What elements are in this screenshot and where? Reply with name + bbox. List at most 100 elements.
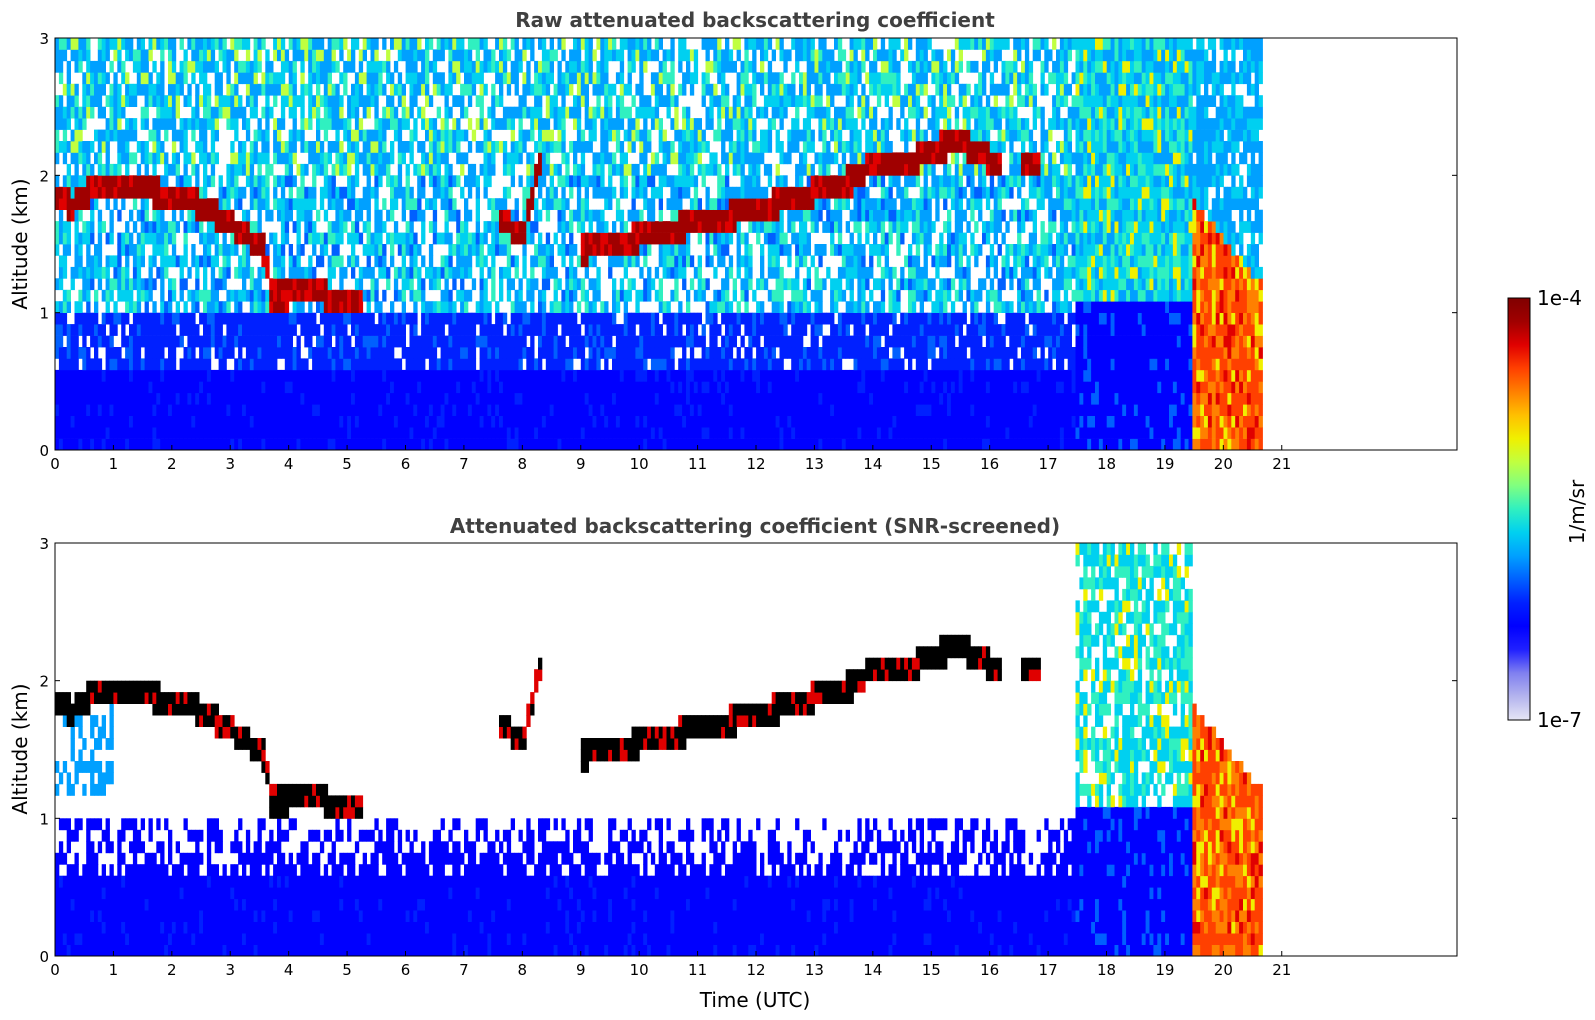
heatmap-cell — [619, 95, 625, 107]
heatmap-cell — [171, 106, 177, 119]
heatmap-cell — [386, 49, 391, 62]
heatmap-cell — [397, 244, 403, 256]
heatmap-cell — [588, 72, 593, 85]
heatmap-cell — [705, 38, 710, 50]
heatmap-cell — [545, 129, 551, 142]
heatmap-cell — [475, 95, 480, 107]
heatmap-cell — [627, 358, 632, 371]
heatmap-cell — [308, 118, 313, 130]
heatmap-cell — [717, 129, 722, 142]
heatmap-cell — [125, 392, 130, 405]
heatmap-cell — [705, 278, 710, 291]
heatmap-cell — [545, 163, 551, 176]
heatmap-cell — [288, 381, 293, 394]
heatmap-cell — [156, 381, 161, 394]
heatmap-cell — [62, 392, 68, 405]
heatmap-cell — [171, 335, 177, 348]
heatmap-cell — [242, 106, 247, 119]
heatmap-cell — [440, 49, 445, 62]
heatmap-cell — [214, 347, 219, 359]
heatmap-cell — [206, 347, 212, 359]
heatmap-cell — [615, 129, 621, 142]
heatmap-cell — [319, 278, 325, 291]
heatmap-cell — [506, 232, 512, 245]
heatmap-cell — [117, 141, 122, 153]
heatmap-cell — [191, 335, 196, 348]
heatmap-cell — [242, 427, 247, 439]
heatmap-cell — [113, 369, 118, 382]
heatmap-cell — [280, 60, 286, 73]
heatmap-cell — [428, 266, 434, 279]
heatmap-cell — [561, 404, 566, 416]
heatmap-cell — [245, 369, 251, 382]
heatmap-cell — [366, 72, 371, 85]
heatmap-cell — [300, 415, 305, 428]
heatmap-cell — [432, 83, 438, 96]
heatmap-cell — [499, 404, 504, 416]
heatmap-cell — [444, 221, 449, 233]
heatmap-cell — [530, 118, 535, 130]
heatmap-cell — [425, 95, 430, 107]
heatmap-cell — [269, 72, 274, 85]
heatmap-cell — [483, 358, 488, 371]
heatmap-cell — [273, 347, 278, 359]
heatmap-cell — [245, 244, 251, 256]
heatmap-cell — [144, 289, 149, 302]
heatmap-cell — [323, 347, 329, 359]
heatmap-cell — [210, 49, 216, 62]
heatmap-cell — [292, 358, 297, 371]
heatmap-cell — [288, 312, 293, 325]
heatmap-cell — [179, 312, 184, 325]
heatmap-cell — [405, 232, 410, 245]
heatmap-cell — [152, 60, 157, 73]
heatmap-cell — [483, 152, 488, 165]
heatmap-cell — [549, 335, 554, 348]
heatmap-cell — [705, 141, 710, 153]
heatmap-cell — [604, 129, 609, 142]
heatmap-cell — [335, 312, 340, 325]
heatmap-cell — [331, 198, 336, 210]
heatmap-cell — [183, 60, 188, 73]
heatmap-cell — [573, 347, 578, 359]
heatmap-cell — [378, 141, 383, 153]
heatmap-cell — [728, 381, 734, 394]
heatmap-cell — [639, 347, 644, 359]
heatmap-cell — [378, 129, 383, 142]
heatmap-cell — [464, 312, 469, 325]
heatmap-cell — [553, 381, 558, 394]
heatmap-cell — [288, 152, 293, 165]
heatmap-cell — [168, 221, 173, 233]
heatmap-cell — [689, 129, 695, 142]
heatmap-cell — [327, 289, 332, 302]
heatmap-cell — [331, 83, 336, 96]
heatmap-cell — [448, 186, 453, 199]
heatmap-cell — [354, 232, 360, 245]
heatmap-cell — [467, 186, 473, 199]
heatmap-cell — [238, 381, 243, 394]
heatmap-cell — [545, 186, 551, 199]
heatmap-cell — [666, 255, 671, 268]
heatmap-cell — [604, 49, 609, 62]
heatmap-cell — [401, 335, 406, 348]
heatmap-cell — [409, 49, 414, 62]
heatmap-cell — [366, 244, 371, 256]
heatmap-cell — [390, 38, 395, 50]
heatmap-cell — [117, 347, 122, 359]
heatmap-cell — [705, 72, 710, 85]
heatmap-cell — [187, 335, 192, 348]
heatmap-cell — [222, 301, 227, 313]
heatmap-cell — [390, 186, 395, 199]
heatmap-cell — [218, 198, 223, 210]
heatmap-cell — [304, 392, 309, 405]
heatmap-cell — [689, 404, 695, 416]
heatmap-cell — [448, 335, 453, 348]
heatmap-cell — [534, 175, 539, 188]
heatmap-cell — [705, 404, 710, 416]
heatmap-cell — [728, 266, 734, 279]
heatmap-cell — [296, 163, 301, 176]
heatmap-cell — [580, 335, 586, 348]
heatmap-cell — [444, 118, 449, 130]
heatmap-cell — [55, 278, 60, 291]
heatmap-cell — [97, 72, 103, 85]
heatmap-cell — [55, 415, 60, 428]
